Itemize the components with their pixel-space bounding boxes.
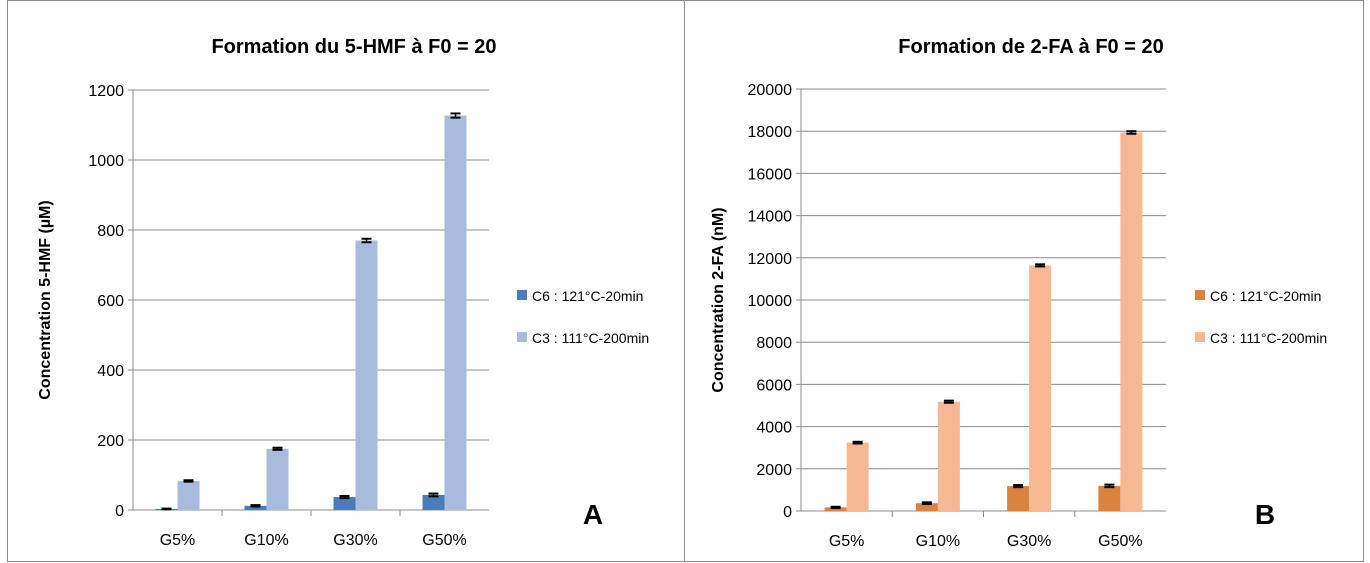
chart-a-ytick-label-1: 200 [97, 433, 124, 450]
chart-a-bar-s1-1 [266, 448, 289, 510]
chart-b-bar-s1-2 [1029, 265, 1052, 511]
chart-b-ytick-label-2: 4000 [756, 420, 792, 437]
chart-a-legend-swatch-1 [517, 332, 527, 342]
chart-b-ytick-label-9: 18000 [748, 124, 793, 141]
chart-b-xtick-label-2: G30% [1007, 533, 1051, 550]
chart-a-ytick-label-2: 400 [97, 363, 124, 380]
chart-b-bar-s1-1 [937, 401, 960, 511]
chart-a-svg: Formation du 5-HMF à F0 = 20 0 200 400 600 80… [37, 36, 649, 549]
chart-a-bar-s0-1 [244, 505, 267, 510]
chart-b-bar-s0-3 [1098, 485, 1121, 511]
chart-a-ytick-label-6: 1200 [88, 83, 124, 100]
chart-a-xtick-label-3: G50% [422, 532, 466, 549]
chart-b-ytick-label-4: 8000 [756, 335, 792, 352]
chart-b-svg: Formation de 2-FA à F0 = 20 0 2000 4000 6000… [710, 36, 1327, 550]
chart-a-bar-s1-0 [177, 480, 200, 510]
chart-a-ytick-label-5: 1000 [88, 153, 124, 170]
chart-a-legend-swatch-0 [517, 290, 527, 300]
chart-a-title: Formation du 5-HMF à F0 = 20 [211, 36, 496, 58]
chart-b-bar-s0-0 [824, 507, 847, 511]
chart-b-legend-label-1: C3 : 111°C-200min [1210, 330, 1327, 346]
chart-a-xtick-label-0: G5% [160, 532, 196, 549]
chart-a-y-axis-label: Concentration 5-HMF (µM) [37, 200, 54, 399]
chart-b-xtick-label-3: G50% [1098, 533, 1142, 550]
chart-b-ytick-label-3: 6000 [756, 377, 792, 394]
chart-b-ytick-label-7: 14000 [748, 209, 793, 226]
chart-b-ytick-label-10: 20000 [748, 82, 793, 99]
chart-a-xtick-label-2: G30% [333, 532, 377, 549]
chart-b-ytick-label-6: 12000 [748, 251, 793, 268]
chart-b-legend-label-0: C6 : 121°C-20min [1210, 288, 1321, 304]
chart-b-ytick-label-8: 16000 [748, 166, 793, 183]
chart-b-legend-swatch-0 [1195, 290, 1205, 300]
chart-a-bar-s1-3 [444, 115, 467, 511]
chart-a-xtick-label-1: G10% [244, 532, 288, 549]
chart-b-ytick-label-1: 2000 [756, 462, 792, 479]
chart-b-ytick-label-0: 0 [783, 504, 792, 521]
chart-a-bar-s0-3 [422, 494, 445, 510]
chart-b-bar-s1-0 [846, 442, 869, 511]
chart-panel-a: Formation du 5-HMF à F0 = 20 0 200 400 600 80… [7, 0, 685, 562]
chart-b-y-axis-label: Concentration 2-FA (nM) [710, 207, 727, 392]
chart-b-bar-s1-3 [1120, 132, 1143, 511]
chart-a-legend-label-1: C3 : 111°C-200min [532, 330, 649, 346]
chart-b-bar-s0-1 [915, 503, 938, 511]
chart-b-legend-swatch-1 [1195, 332, 1205, 342]
chart-b-ytick-label-5: 10000 [748, 293, 793, 310]
chart-b-xtick-label-0: G5% [829, 533, 865, 550]
chart-a-bar-s1-2 [355, 240, 378, 510]
chart-panel-b: Formation de 2-FA à F0 = 20 0 2000 4000 6000… [684, 0, 1364, 562]
chart-a-ytick-label-0: 0 [115, 503, 124, 520]
chart-a-ytick-label-3: 600 [97, 293, 124, 310]
chart-a-panel-label: A [583, 499, 603, 530]
chart-a-ytick-label-4: 800 [97, 223, 124, 240]
chart-b-xtick-label-1: G10% [916, 533, 960, 550]
chart-a-legend-label-0: C6 : 121°C-20min [532, 288, 643, 304]
chart-b-panel-label: B [1255, 499, 1275, 530]
chart-b-title: Formation de 2-FA à F0 = 20 [898, 36, 1163, 58]
chart-b-bar-s0-2 [1007, 486, 1030, 511]
chart-a-bar-s0-2 [333, 497, 356, 510]
